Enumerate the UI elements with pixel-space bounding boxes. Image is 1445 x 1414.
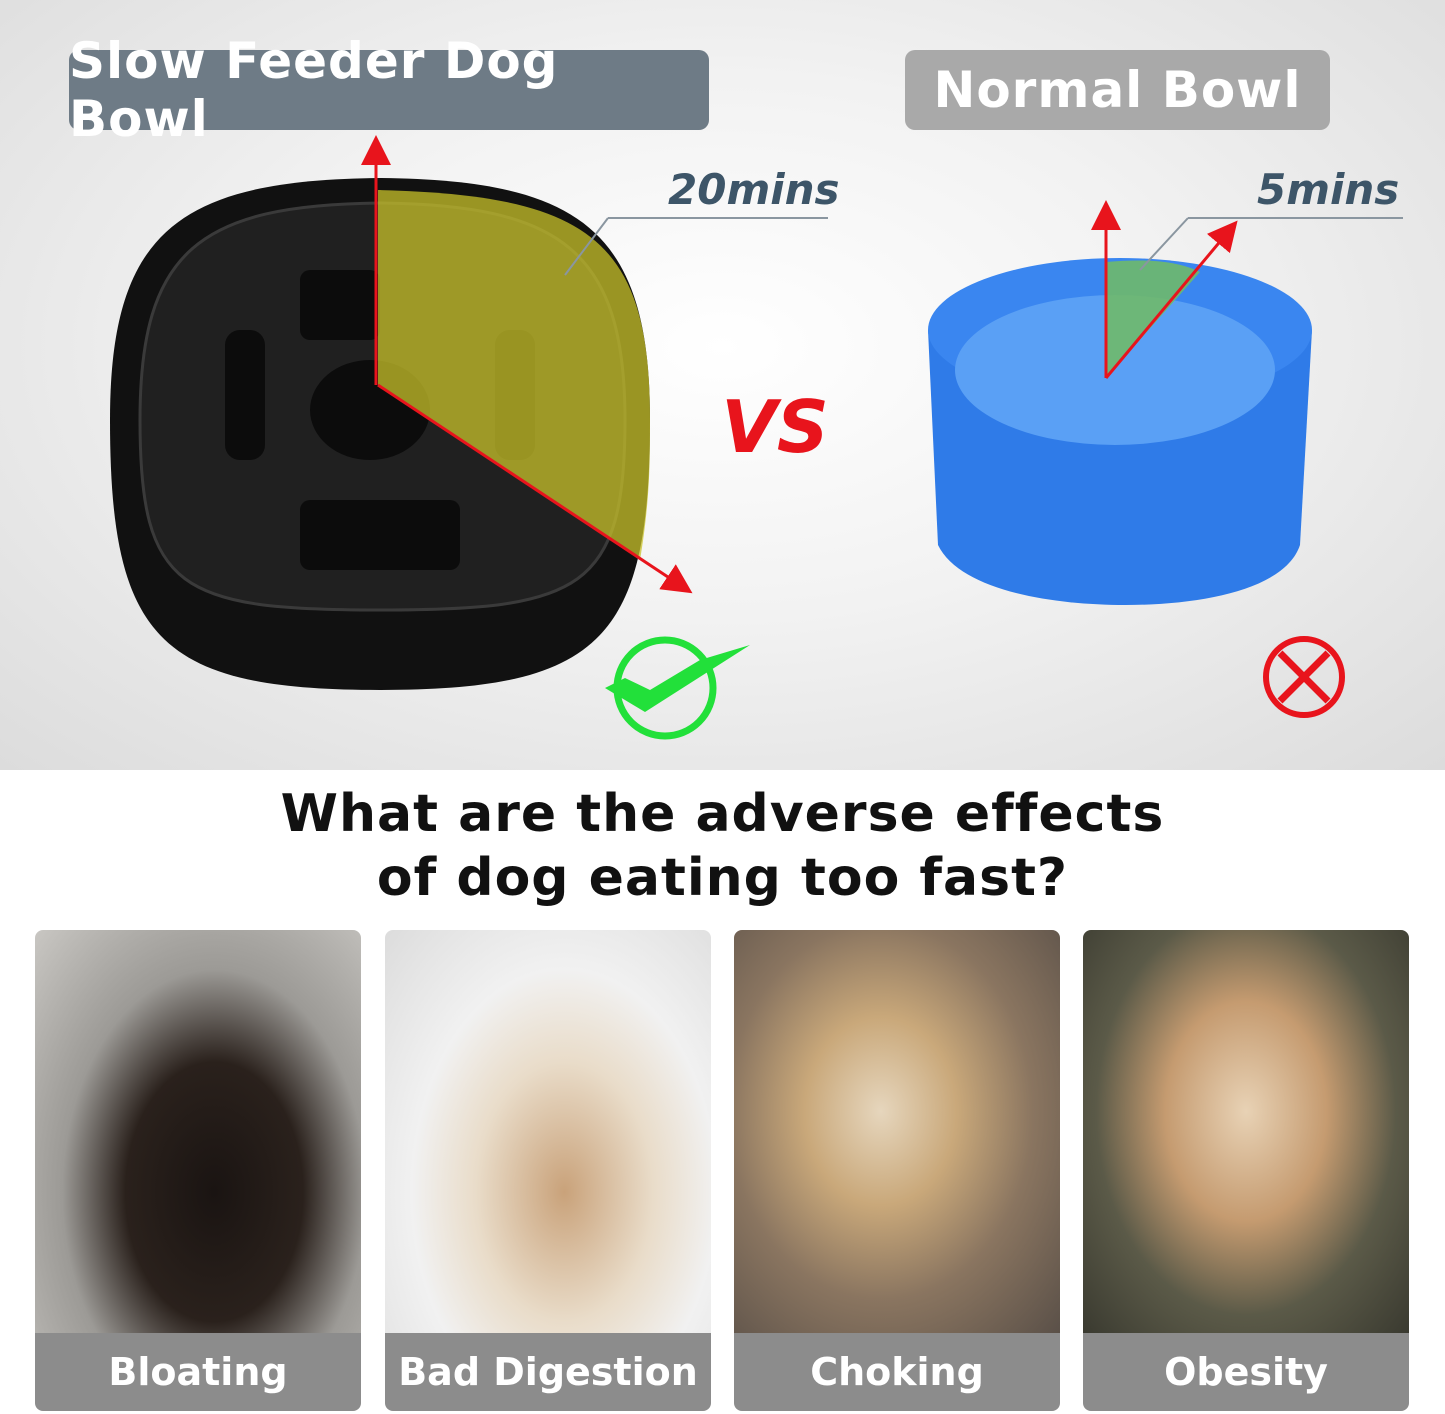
comparison-illustration: VS [110, 135, 1345, 740]
slow-feeder-label: Slow Feeder Dog Bowl [69, 32, 709, 148]
x-circle-icon [1263, 636, 1345, 718]
normal-bowl [928, 200, 1312, 605]
effect-label: Choking [734, 1333, 1060, 1411]
dog-photo [1083, 930, 1409, 1333]
title-line: of dog eating too fast? [376, 848, 1069, 908]
slow-feeder-bowl [110, 135, 693, 690]
normal-bowl-label: Normal Bowl [905, 50, 1330, 130]
section-title: What are the adverse effects of dog eati… [0, 782, 1445, 910]
title-line: What are the adverse effects [280, 784, 1165, 844]
effect-card-bloating: Bloating [35, 930, 361, 1411]
effect-card-choking: Choking [734, 930, 1060, 1411]
divider [608, 217, 828, 219]
slow-feeder-time: 20mins [668, 165, 840, 214]
dog-photo [35, 930, 361, 1333]
check-circle-icon [605, 636, 750, 740]
effect-label: Bloating [35, 1333, 361, 1411]
normal-bowl-time: 5mins [1257, 165, 1400, 214]
effect-card-obesity: Obesity [1083, 930, 1409, 1411]
dog-photo [734, 930, 1060, 1333]
effect-label: Bad Digestion [385, 1333, 711, 1411]
effect-card-bad-digestion: Bad Digestion [385, 930, 711, 1411]
divider [1188, 217, 1403, 219]
dog-photo [385, 930, 711, 1333]
effect-label: Obesity [1083, 1333, 1409, 1411]
vs-text: VS [721, 385, 829, 469]
